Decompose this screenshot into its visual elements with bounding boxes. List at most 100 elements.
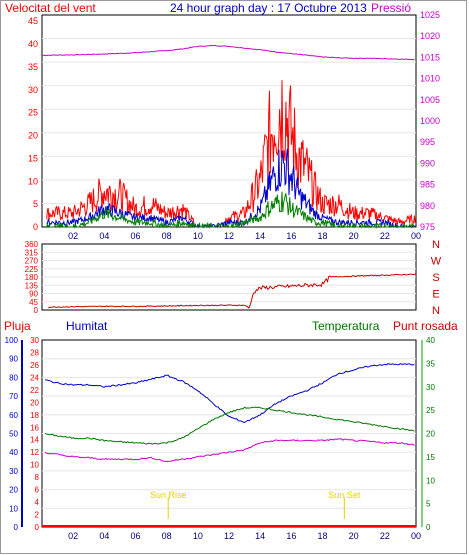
rain-y-tick: 12: [30, 448, 39, 457]
wind-y-tick: 40: [28, 39, 38, 49]
pressure-y-tick: 990: [420, 158, 435, 168]
rain-y-tick: 8: [35, 473, 40, 482]
dewpoint-axis-label: Punt rosada: [393, 319, 458, 333]
wind-average-line: [46, 191, 416, 229]
pressure-y-tick: 1000: [420, 116, 440, 126]
temperature-y-tick: 30: [426, 383, 435, 392]
dewpoint-line: [44, 438, 415, 462]
temperature-y-tick: 25: [426, 406, 435, 415]
pressure-axis-label: Pressió: [371, 1, 411, 15]
wind-y-tick: 45: [28, 16, 38, 26]
rain-y-tick: 22: [30, 386, 39, 395]
humidity-y-tick: 60: [9, 411, 18, 420]
rain-y-tick: 16: [30, 423, 39, 432]
temperature-y-tick: 20: [426, 430, 435, 439]
temp-x-tick: 18: [317, 531, 327, 541]
wind-y-tick: 30: [28, 85, 38, 95]
rain-y-tick: 20: [30, 398, 39, 407]
wind-y-tick: 35: [28, 62, 38, 72]
direction-y-tick: 90: [29, 290, 38, 299]
humidity-y-tick: 100: [5, 336, 19, 345]
sunrise-label: Sun Rise: [150, 490, 187, 500]
humidity-y-tick: 90: [9, 355, 18, 364]
sunset-label: Sun Set: [328, 490, 361, 500]
direction-y-tick: 315: [25, 248, 39, 257]
temperature-line: [44, 406, 415, 445]
pressure-y-tick: 985: [420, 180, 435, 190]
temperature-y-tick: 0: [426, 523, 431, 532]
direction-y-tick: 360: [25, 240, 39, 249]
temp-x-tick: 10: [193, 531, 203, 541]
wind-x-tick: 22: [380, 231, 390, 241]
temp-x-tick: 22: [380, 531, 390, 541]
temp-x-tick: 00: [411, 531, 421, 541]
wind-y-tick: 25: [28, 108, 38, 118]
temp-x-tick: 12: [224, 531, 234, 541]
temp-x-tick: 04: [99, 531, 109, 541]
wind-pressure-panel: 0510152025303540459759809859909951000100…: [28, 10, 440, 241]
pressure-y-tick: 995: [420, 137, 435, 147]
wind-x-tick: 02: [68, 231, 78, 241]
pressure-y-tick: 1020: [420, 31, 440, 41]
compass-tick: W: [431, 256, 442, 268]
temperature-y-tick: 40: [426, 336, 435, 345]
humidity-y-tick: 40: [9, 448, 18, 457]
direction-y-tick: 135: [25, 281, 39, 290]
humidity-y-tick: 80: [9, 373, 18, 382]
wind-x-tick: 10: [193, 231, 203, 241]
temp-x-tick: 08: [162, 531, 172, 541]
pressure-y-tick: 980: [420, 201, 435, 211]
rain-axis-label: Pluja: [4, 319, 31, 333]
direction-y-tick: 45: [29, 298, 38, 307]
wind-x-tick: 18: [317, 231, 327, 241]
compass-tick: E: [432, 289, 439, 301]
rain-y-tick: 4: [35, 498, 40, 507]
temp-x-tick: 16: [286, 531, 296, 541]
wind-x-tick: 04: [99, 231, 109, 241]
rain-y-tick: 26: [30, 361, 39, 370]
temperature-y-tick: 15: [426, 453, 435, 462]
humidity-y-tick: 0: [14, 523, 19, 532]
wind-x-tick: 00: [411, 231, 421, 241]
wind-y-tick: 10: [28, 176, 38, 186]
direction-y-tick: 0: [34, 306, 39, 315]
wind-y-tick: 15: [28, 153, 38, 163]
temp-x-tick: 14: [255, 531, 265, 541]
temperature-y-tick: 35: [426, 359, 435, 368]
humidity-y-tick: 70: [9, 392, 18, 401]
wind-y-tick: 5: [33, 199, 38, 209]
rain-y-tick: 14: [30, 436, 39, 445]
direction-y-tick: 225: [25, 265, 39, 274]
rain-y-tick: 2: [35, 511, 40, 520]
rain-y-tick: 30: [30, 336, 39, 345]
humidity-line: [45, 363, 415, 423]
direction-line: [48, 273, 416, 309]
page-title: 24 hour graph day : 17 Octubre 2013: [170, 1, 367, 15]
temp-x-tick: 20: [349, 531, 359, 541]
wind-x-tick: 20: [349, 231, 359, 241]
rain-y-tick: 18: [30, 411, 39, 420]
humidity-y-tick: 30: [9, 467, 18, 476]
wind-x-tick: 16: [286, 231, 296, 241]
wind-x-tick: 08: [162, 231, 172, 241]
pressure-y-tick: 1015: [420, 52, 440, 62]
compass-tick: N: [432, 305, 440, 317]
temp-x-tick: 02: [68, 531, 78, 541]
humidity-y-tick: 20: [9, 486, 18, 495]
rain-y-tick: 28: [30, 348, 39, 357]
pressure-line: [41, 44, 415, 61]
wind-x-tick: 14: [255, 231, 265, 241]
pressure-y-tick: 1005: [420, 95, 440, 105]
humidity-y-tick: 50: [9, 430, 18, 439]
wind-x-tick: 12: [224, 231, 234, 241]
rain-y-tick: 10: [30, 461, 39, 470]
pressure-y-tick: 975: [420, 222, 435, 232]
pressure-y-tick: 1025: [420, 10, 440, 20]
compass-tick: S: [432, 272, 439, 284]
temperature-axis-label: Temperatura: [312, 319, 380, 333]
humidity-y-tick: 10: [9, 504, 18, 513]
temperature-y-tick: 5: [426, 500, 431, 509]
